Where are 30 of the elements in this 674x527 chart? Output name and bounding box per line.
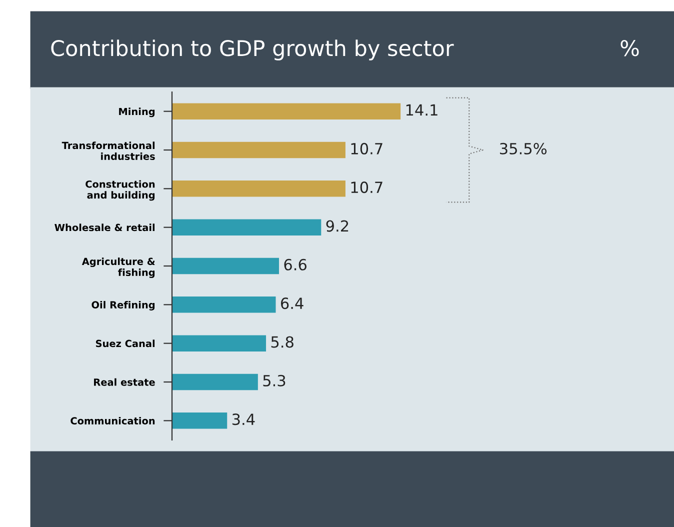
bar	[172, 142, 346, 158]
data-label: 10.7	[351, 142, 382, 154]
data-label: 5.8	[271, 336, 294, 348]
bar	[172, 258, 279, 274]
y-tick-label: Construction and building	[86, 180, 155, 201]
y-tick-label: Wholesale & retail	[54, 224, 155, 232]
bar	[172, 374, 258, 390]
y-tick-label: Suez Canal	[96, 340, 155, 348]
bar	[172, 103, 401, 120]
y-tick-label: Transformational industries	[62, 142, 155, 160]
text: 35.5%	[500, 142, 547, 154]
text: %	[620, 40, 639, 56]
data-label: 5.3	[263, 374, 286, 386]
data-label: 9.2	[326, 220, 348, 232]
data-label: 6.4	[280, 298, 304, 310]
bar	[172, 180, 346, 197]
chart-title: Contribution to GDP growth by sector	[51, 40, 454, 60]
data-label: 6.6	[284, 258, 306, 270]
y-tick-label: Oil Refining	[92, 300, 155, 310]
data-label: 3.4	[232, 414, 255, 426]
data-label: 10.7	[351, 182, 382, 194]
y-tick-label: Mining	[119, 108, 155, 118]
bar	[172, 412, 228, 429]
y-tick-label: Agriculture & fishing	[82, 258, 155, 278]
data-label: 14.1	[406, 104, 438, 116]
bar	[172, 335, 266, 352]
bar	[172, 219, 322, 236]
bar	[172, 296, 276, 313]
y-tick-label: Communication	[70, 416, 155, 424]
y-tick-label: Real estate	[94, 378, 155, 386]
